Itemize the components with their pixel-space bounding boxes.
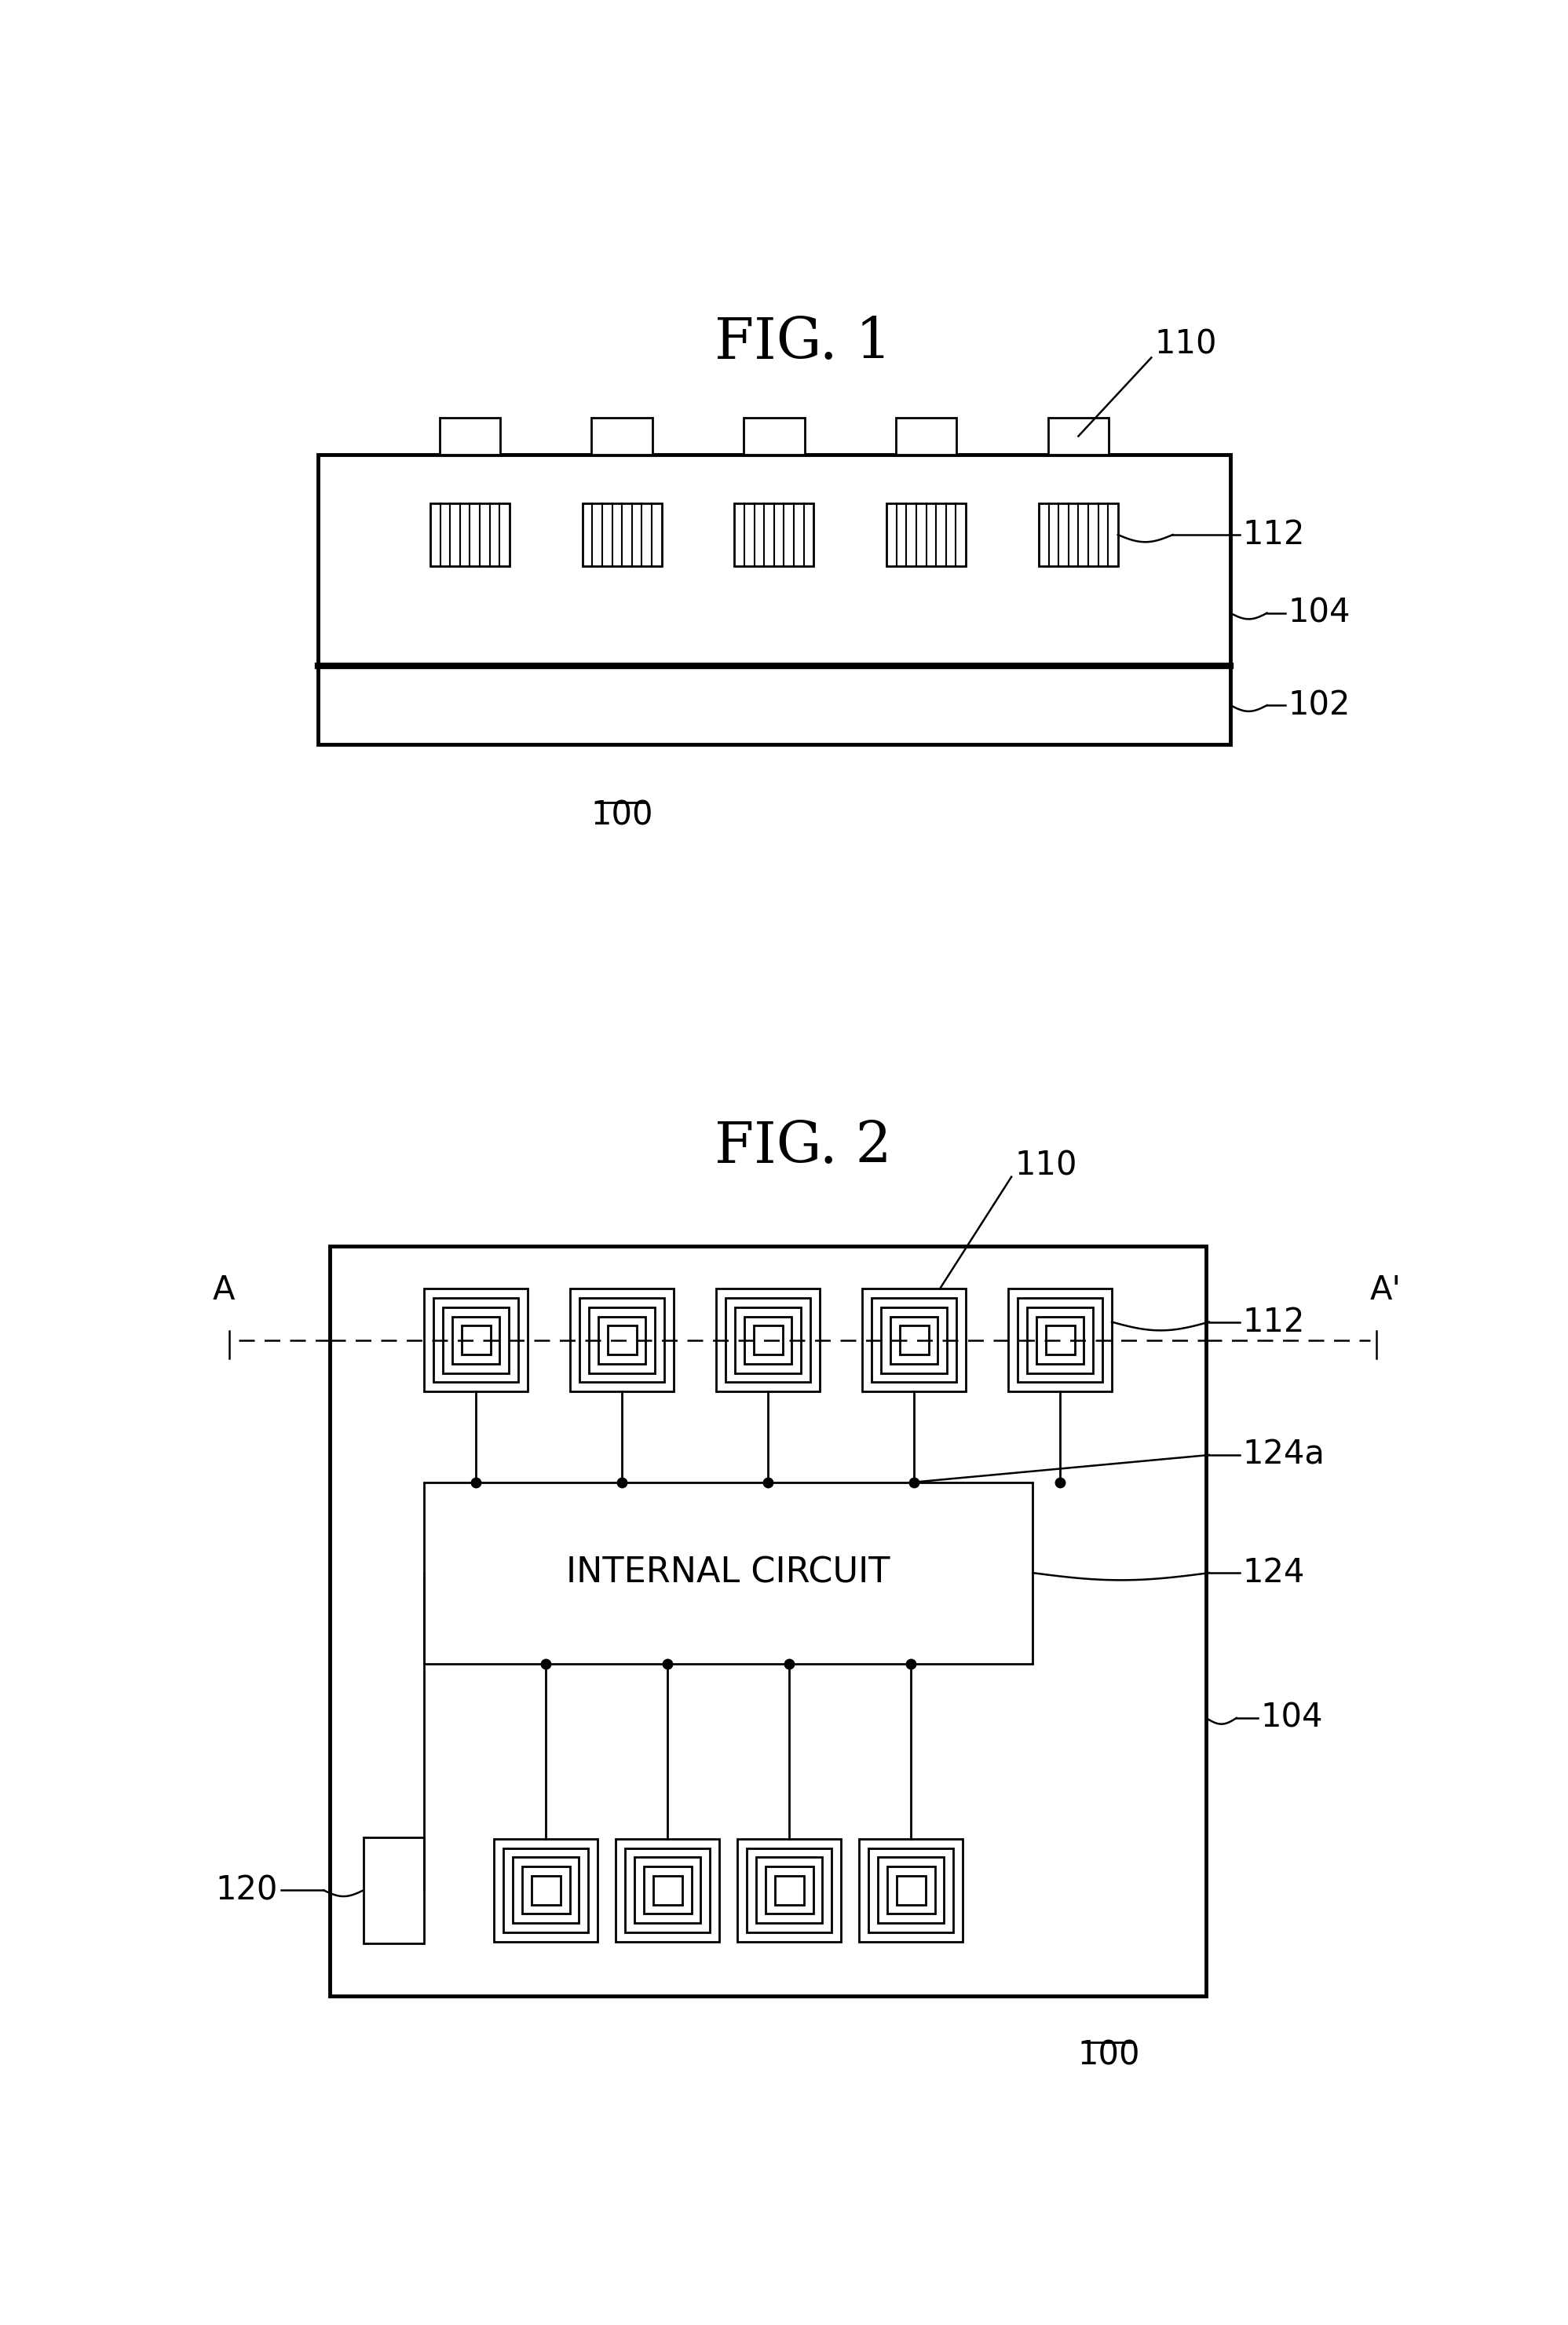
- Text: 124a: 124a: [1243, 1439, 1325, 1472]
- Text: 100: 100: [1077, 2039, 1140, 2072]
- Bar: [582, 502, 662, 567]
- Bar: [886, 502, 966, 567]
- Bar: [318, 453, 1231, 665]
- Bar: [881, 1307, 947, 1374]
- Bar: [1038, 502, 1118, 567]
- Bar: [1036, 1316, 1083, 1365]
- Bar: [897, 1876, 925, 1904]
- Bar: [580, 1297, 665, 1383]
- Bar: [571, 1288, 674, 1390]
- Bar: [433, 1297, 519, 1383]
- Bar: [532, 1876, 560, 1904]
- Bar: [654, 1876, 682, 1904]
- Bar: [717, 1288, 820, 1390]
- Bar: [1027, 1307, 1093, 1374]
- Bar: [644, 1867, 691, 1913]
- Bar: [869, 1848, 953, 1932]
- Text: FIG. 1: FIG. 1: [715, 316, 892, 370]
- Bar: [439, 418, 500, 453]
- Bar: [364, 1837, 425, 1944]
- Bar: [590, 1307, 655, 1374]
- Bar: [597, 1316, 646, 1365]
- Bar: [756, 1858, 822, 1923]
- Bar: [891, 1316, 938, 1365]
- Bar: [513, 1858, 579, 1923]
- Bar: [635, 1858, 701, 1923]
- Text: 110: 110: [1014, 1149, 1077, 1183]
- Bar: [626, 1848, 710, 1932]
- Bar: [1018, 1297, 1102, 1383]
- Bar: [607, 1325, 637, 1355]
- Bar: [494, 1839, 597, 1941]
- Bar: [616, 1839, 720, 1941]
- Bar: [1008, 1288, 1112, 1390]
- Text: 100: 100: [591, 800, 654, 832]
- Bar: [872, 1297, 956, 1383]
- Bar: [754, 1325, 782, 1355]
- Bar: [900, 1325, 928, 1355]
- Text: 110: 110: [1154, 328, 1217, 360]
- Text: 104: 104: [1261, 1702, 1323, 1734]
- Text: 104: 104: [1289, 598, 1350, 630]
- Bar: [726, 1297, 811, 1383]
- Bar: [743, 418, 804, 453]
- Bar: [1047, 418, 1109, 453]
- Bar: [329, 1246, 1206, 1997]
- Bar: [318, 665, 1231, 744]
- Bar: [425, 1288, 528, 1390]
- Text: INTERNAL CIRCUIT: INTERNAL CIRCUIT: [566, 1555, 891, 1590]
- Text: 124: 124: [1243, 1555, 1305, 1590]
- Bar: [430, 502, 510, 567]
- Text: 112: 112: [1243, 1304, 1305, 1339]
- Bar: [522, 1867, 569, 1913]
- Bar: [735, 1307, 801, 1374]
- Bar: [895, 418, 956, 453]
- Text: 120: 120: [216, 1874, 278, 1906]
- Text: FIG. 2: FIG. 2: [715, 1118, 892, 1174]
- Bar: [442, 1307, 510, 1374]
- Text: 102: 102: [1289, 688, 1350, 721]
- Bar: [745, 1316, 792, 1365]
- Bar: [887, 1867, 935, 1913]
- Bar: [461, 1325, 491, 1355]
- Bar: [878, 1858, 944, 1923]
- Bar: [591, 418, 652, 453]
- Bar: [452, 1316, 500, 1365]
- Bar: [425, 1481, 1033, 1665]
- Bar: [503, 1848, 588, 1932]
- Bar: [862, 1288, 966, 1390]
- Text: A': A': [1370, 1274, 1402, 1307]
- Bar: [746, 1848, 831, 1932]
- Bar: [1046, 1325, 1074, 1355]
- Bar: [859, 1839, 963, 1941]
- Bar: [734, 502, 814, 567]
- Text: 112: 112: [1243, 518, 1305, 551]
- Bar: [775, 1876, 804, 1904]
- Bar: [737, 1839, 840, 1941]
- Text: A: A: [212, 1274, 235, 1307]
- Bar: [765, 1867, 814, 1913]
